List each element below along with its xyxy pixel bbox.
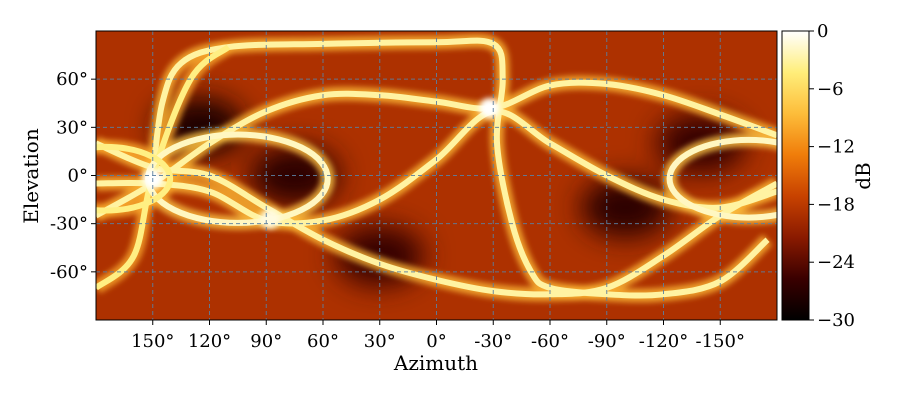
x-tick-label-8: -90° [588, 331, 626, 352]
x-tick-label-2: 90° [250, 331, 282, 352]
y-tick-label-2: 0° [68, 166, 88, 187]
x-tick-label-6: -30° [474, 331, 512, 352]
x-tick-label-4: 30° [364, 331, 396, 352]
colorbar-gradient [781, 30, 810, 321]
colorbar-tick-label-4: −24 [817, 252, 855, 273]
plot-area [95, 30, 778, 321]
x-tick-label-3: 60° [307, 331, 339, 352]
hot-spot-1 [479, 98, 500, 119]
x-axis-label: Azimuth [393, 351, 478, 375]
x-tick-label-9: -120° [639, 331, 688, 352]
hot-spot-2 [260, 208, 281, 229]
x-axis: 150° 120° 90° 60° 30° 0° -30° -60° -90° -120° -150… [131, 320, 745, 352]
colorbar: 0 −6 −12 −18 −24 −30 dB [781, 21, 875, 331]
x-tick-label-1: 120° [188, 331, 231, 352]
colorbar-ticks: 0 −6 −12 −18 −24 −30 [809, 21, 855, 331]
colorbar-tick-label-0: 0 [817, 21, 828, 42]
colorbar-label: dB [851, 162, 875, 190]
beam-circle-1 [666, 136, 777, 221]
grid [96, 31, 777, 320]
y-tick-label-4: -60° [50, 262, 88, 283]
beam-circle-2 [96, 143, 174, 214]
x-tick-label-0: 150° [131, 331, 174, 352]
x-tick-label-10: -150° [696, 331, 745, 352]
y-axis: 60° 30° 0° -30° -60° [50, 69, 96, 283]
beam-curve-0 [149, 37, 770, 299]
colorbar-tick-label-3: −18 [817, 194, 855, 215]
colorbar-tick-label-1: −6 [817, 79, 844, 100]
x-tick-label-5: 0° [426, 331, 446, 352]
x-tick-label-7: -60° [531, 331, 569, 352]
y-tick-label-1: 30° [56, 117, 88, 138]
y-tick-label-3: -30° [50, 214, 88, 235]
y-tick-label-0: 60° [56, 69, 88, 90]
colorbar-tick-label-5: −30 [817, 310, 855, 331]
colorbar-tick-label-2: −12 [817, 137, 855, 158]
y-axis-label: Elevation [19, 128, 43, 224]
